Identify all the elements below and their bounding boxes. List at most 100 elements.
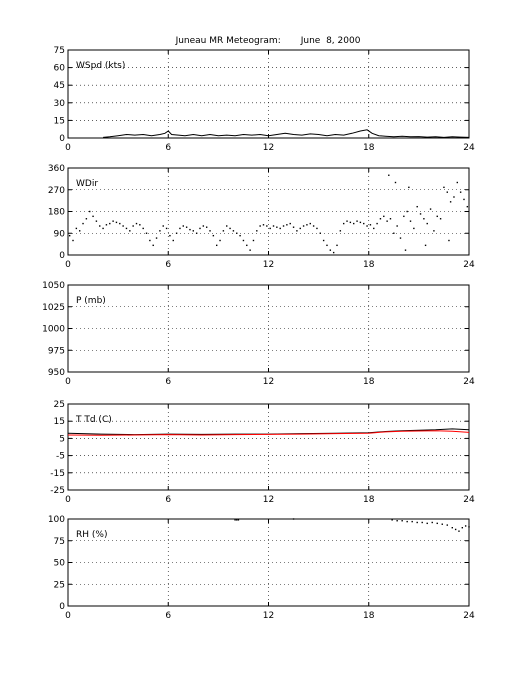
- data-point: [332, 251, 335, 254]
- data-point: [463, 198, 465, 201]
- data-point: [286, 224, 288, 226]
- data-point: [376, 222, 378, 225]
- data-point: [109, 222, 111, 225]
- x-tick-label: 12: [263, 611, 274, 621]
- data-point: [272, 225, 275, 227]
- data-point: [172, 239, 174, 242]
- data-point: [431, 521, 433, 524]
- panel-1: 0 6 12 18 24 0 90 180 270 360 WDir: [48, 164, 475, 270]
- data-point: [216, 244, 218, 247]
- x-tick-label: 12: [263, 143, 274, 153]
- data-point: [195, 232, 198, 234]
- y-tick-label: 75: [54, 46, 65, 56]
- x-tick-label: 18: [363, 143, 375, 153]
- data-point: [464, 525, 467, 527]
- data-point: [139, 224, 141, 226]
- data-point: [159, 230, 161, 232]
- data-point: [169, 234, 171, 237]
- data-point: [306, 224, 308, 226]
- data-point: [259, 225, 261, 227]
- data-point: [202, 225, 205, 227]
- data-point: [152, 244, 154, 247]
- data-point: [312, 225, 315, 227]
- panel-label: WDir: [76, 179, 98, 189]
- data-point: [232, 230, 235, 232]
- data-point: [454, 528, 457, 531]
- data-point: [95, 220, 98, 222]
- data-point: [416, 521, 418, 524]
- data-point: [242, 239, 245, 242]
- data-point: [441, 523, 443, 525]
- data-point: [396, 520, 398, 522]
- data-point: [132, 225, 134, 227]
- y-tick-label: 950: [48, 368, 65, 378]
- panel-label: P (mb): [76, 296, 106, 306]
- x-tick-label: 0: [65, 260, 71, 270]
- panel-label: T Td (C): [75, 415, 112, 425]
- axes-frame: [67, 403, 470, 491]
- y-tick-label: 100: [48, 515, 65, 525]
- data-point: [346, 220, 348, 222]
- data-point: [239, 234, 241, 237]
- data-point: [386, 220, 388, 222]
- y-tick-label: 75: [54, 537, 65, 547]
- data-point: [439, 218, 442, 220]
- data-point: [322, 239, 325, 242]
- x-tick-label: 6: [165, 377, 171, 387]
- axes-frame: [67, 49, 470, 139]
- data-point: [279, 227, 281, 230]
- data-point: [89, 210, 91, 213]
- y-tick-label: -15: [50, 469, 65, 479]
- x-tick-label: 18: [363, 377, 375, 387]
- data-point: [383, 215, 385, 218]
- series-line: [103, 129, 470, 138]
- data-point: [269, 227, 271, 230]
- x-tick-label: 24: [463, 377, 475, 387]
- y-tick-label: 1025: [42, 303, 65, 313]
- data-point: [456, 181, 459, 184]
- data-point: [411, 520, 413, 523]
- y-tick-label: 270: [48, 186, 65, 196]
- data-point: [99, 225, 101, 227]
- data-point: [429, 208, 432, 210]
- data-point: [356, 220, 358, 222]
- data-point: [252, 239, 255, 242]
- data-point: [408, 186, 410, 189]
- data-point: [222, 230, 225, 232]
- data-point: [75, 227, 78, 230]
- data-point: [289, 222, 291, 225]
- y-tick-label: -5: [56, 452, 65, 462]
- x-tick-label: 6: [165, 260, 171, 270]
- x-tick-label: 0: [65, 611, 71, 621]
- x-tick-label: 6: [165, 143, 171, 153]
- data-point: [236, 519, 238, 521]
- x-tick-label: 12: [263, 260, 274, 270]
- data-point: [459, 191, 462, 193]
- y-tick-label: 0: [59, 134, 65, 144]
- data-point: [393, 232, 395, 234]
- data-point: [421, 521, 423, 524]
- data-point: [205, 226, 208, 228]
- y-tick-label: 15: [54, 417, 65, 427]
- data-point: [115, 221, 118, 224]
- data-point: [85, 218, 88, 220]
- data-point: [309, 222, 311, 225]
- data-point: [389, 218, 392, 220]
- data-point: [451, 527, 453, 529]
- data-point: [424, 244, 427, 247]
- x-tick-label: 0: [65, 143, 71, 153]
- x-tick-label: 18: [363, 495, 375, 505]
- data-point: [266, 225, 268, 227]
- data-point: [192, 230, 195, 232]
- data-point: [92, 215, 94, 218]
- data-point: [436, 215, 438, 218]
- data-point: [299, 227, 301, 230]
- data-point: [316, 227, 318, 230]
- data-point: [212, 234, 215, 237]
- data-point: [394, 181, 397, 184]
- x-tick-label: 18: [363, 260, 375, 270]
- data-point: [119, 222, 121, 225]
- data-point: [359, 221, 362, 224]
- x-tick-label: 6: [165, 495, 171, 505]
- x-tick-label: 24: [463, 143, 475, 153]
